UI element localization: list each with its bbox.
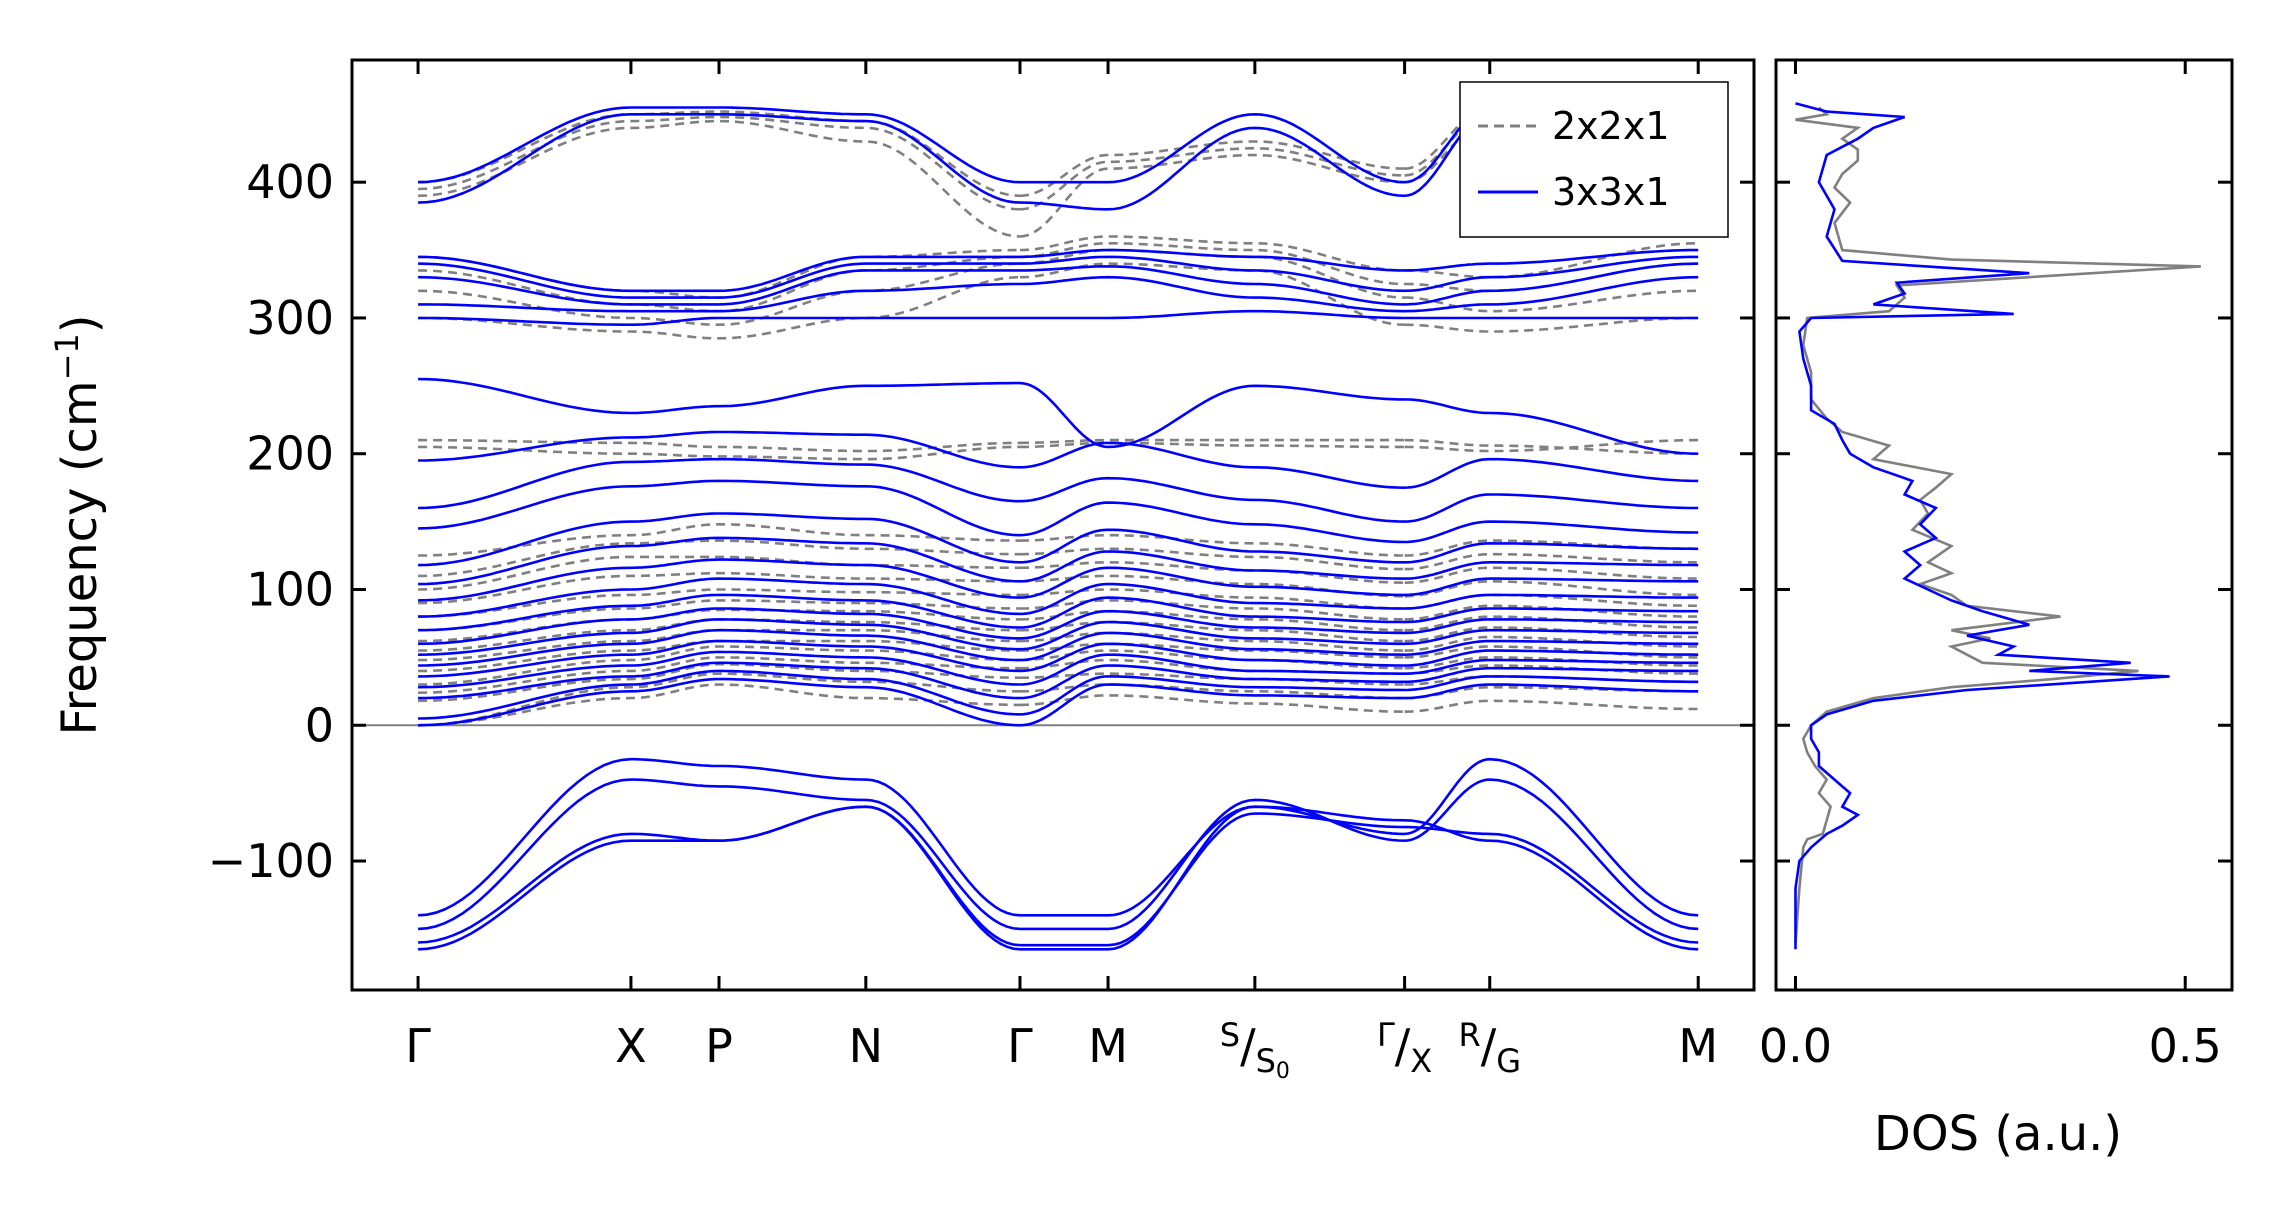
band-line-3x3x1-21: [418, 248, 1699, 293]
band-line-3x3x1-5: [418, 628, 1699, 667]
band-line-2x2x1-7: [418, 618, 1699, 652]
band-line-2x2x1-2: [418, 662, 1699, 703]
band-line-2x2x1-12: [418, 555, 1699, 591]
band-line-3x3x1-10: [418, 558, 1699, 602]
band-plot-area: [352, 106, 1754, 951]
band-line-3x3x1-26: [418, 805, 1699, 947]
band-line-3x3x1-13: [418, 479, 1699, 544]
band-line-2x2x1-15: [418, 438, 1699, 461]
band-line-3x3x1-7: [418, 607, 1699, 646]
dos-plot-area: [1794, 102, 2201, 950]
band-line-3x3x1-16: [418, 377, 1699, 455]
dos-x-tick-label: 0.5: [2149, 1019, 2222, 1073]
band-line-3x3x1-19: [418, 262, 1699, 306]
series-3x3x1: [418, 106, 1699, 951]
band-line-3x3x1-6: [418, 618, 1699, 656]
band-line-3x3x1-18: [418, 275, 1699, 313]
k-point-label: M: [1678, 1019, 1718, 1073]
dos-panel: 0.0 0.5 DOS (a.u.): [1759, 58, 2234, 1162]
y-tick-label: 200: [246, 427, 334, 481]
band-line-3x3x1-3: [418, 650, 1699, 689]
series-2x2x1: [418, 106, 1699, 727]
dos-panel-frame: [1774, 58, 2234, 992]
band-line-3x3x1-12: [418, 512, 1699, 567]
band-panel-frame: [350, 58, 1756, 992]
band-line-3x3x1-8: [418, 593, 1699, 632]
y-tick-label: 100: [246, 562, 334, 616]
legend-box: [1459, 81, 1729, 238]
y-tick-label: 0: [305, 698, 334, 752]
band-line-2x2x1-9: [418, 599, 1699, 632]
band-line-2x2x1-11: [418, 571, 1699, 605]
y-tick-label: 400: [246, 155, 334, 209]
band-line-3x3x1-9: [418, 577, 1699, 618]
k-point-label: N: [849, 1019, 883, 1073]
band-line-2x2x1-10: [418, 588, 1699, 618]
legend-label-2x2x1: 2x2x1: [1552, 104, 1670, 148]
k-point-label: Γ: [405, 1019, 431, 1073]
band-line-2x2x1-16: [418, 438, 1699, 455]
legend: 2x2x1 3x3x1: [1459, 81, 1729, 238]
band-line-2x2x1-13: [418, 539, 1699, 578]
dos-x-axis-title: DOS (a.u.): [1874, 1106, 2122, 1162]
band-line-3x3x1-15: [418, 430, 1699, 489]
k-point-label: Γ/X: [1377, 1016, 1432, 1080]
k-point-label: Γ: [1007, 1019, 1033, 1073]
band-line-3x3x1-1: [418, 669, 1699, 720]
band-line-3x3x1-27: [418, 805, 1699, 951]
band-line-2x2x1-20: [418, 235, 1699, 299]
band-line-3x3x1-4: [418, 639, 1699, 678]
k-point-label: X: [615, 1019, 647, 1073]
y-tick-label: 300: [246, 291, 334, 345]
band-line-2x2x1-1: [418, 672, 1699, 727]
legend-label-3x3x1: 3x3x1: [1552, 170, 1670, 214]
dos-line-2x2x1: [1794, 106, 2201, 943]
band-line-3x3x1-0: [418, 677, 1699, 727]
y-axis-title: Frequency (cm−1): [48, 314, 108, 735]
dos-x-tick-label: 0.0: [1759, 1019, 1832, 1073]
band-line-2x2x1-18: [418, 248, 1699, 326]
band-line-3x3x1-14: [418, 457, 1699, 523]
band-line-3x3x1-20: [418, 255, 1699, 299]
band-line-2x2x1-17: [418, 262, 1699, 340]
band-line-2x2x1-0: [418, 683, 1699, 727]
k-point-label: R/G: [1458, 1016, 1521, 1080]
y-tick-label: −100: [208, 834, 334, 888]
band-x-ticks: Γ X P N Γ M S/S0 Γ/X R/G M: [405, 60, 1718, 1084]
k-point-label: S/S0: [1220, 1016, 1290, 1084]
dos-ticks: 0.0 0.5: [1759, 60, 2232, 1073]
band-line-3x3x1-17: [418, 309, 1699, 326]
k-point-label: P: [705, 1019, 733, 1073]
dos-line-3x3x1: [1794, 102, 2170, 950]
band-panel: −100 0 100 200 300 400 Γ X P N Γ M S/S0 Γ/X R/G M Freq…: [48, 58, 1756, 1084]
band-y-ticks: −100 0 100 200 300 400: [208, 155, 1754, 888]
band-line-3x3x1-11: [418, 536, 1699, 586]
band-line-3x3x1-2: [418, 661, 1699, 700]
band-line-3x3x1-25: [418, 778, 1699, 931]
k-point-label: M: [1088, 1019, 1128, 1073]
